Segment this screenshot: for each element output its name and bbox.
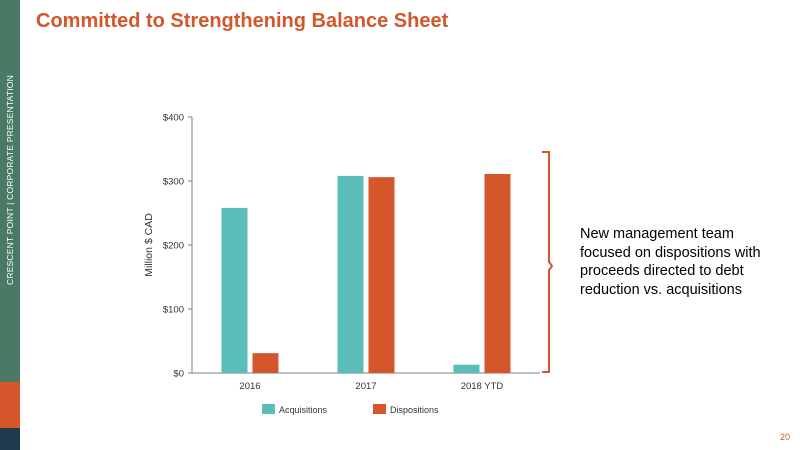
legend-label-acquisitions: Acquisitions: [279, 405, 328, 415]
sidebar-accent-navy: [0, 428, 20, 450]
slide-title: Committed to Strengthening Balance Sheet: [36, 10, 449, 32]
y-tick-label: $0: [173, 369, 184, 380]
legend-swatch-acquisitions: [262, 404, 275, 414]
bracket-brace: [542, 151, 554, 373]
bar-dispositions-2017: [368, 177, 395, 373]
bar-acquisitions-2016: [221, 207, 248, 373]
legend-label-dispositions: Dispositions: [390, 405, 439, 415]
bar-dispositions-2018-ytd: [484, 173, 511, 373]
x-tick-label: 2018 YTD: [461, 381, 504, 392]
bar-acquisitions-2018-ytd: [453, 364, 480, 373]
sidebar-band: [0, 0, 20, 450]
x-tick-label: 2017: [355, 381, 376, 392]
y-tick-label: $400: [163, 113, 184, 124]
page-number: 20: [779, 432, 790, 442]
y-tick-label: $300: [163, 177, 184, 188]
y-tick-label: $200: [163, 241, 184, 252]
legend-swatch-dispositions: [373, 404, 386, 414]
callout-text: New management team focused on dispositi…: [580, 226, 761, 298]
x-tick-label: 2016: [239, 381, 260, 392]
bar-acquisitions-2017: [337, 175, 364, 373]
sidebar-accent-orange: [0, 382, 20, 428]
bar-dispositions-2016: [252, 353, 279, 373]
y-axis-title: Million $ CAD: [143, 213, 155, 277]
y-tick-label: $100: [163, 305, 184, 316]
